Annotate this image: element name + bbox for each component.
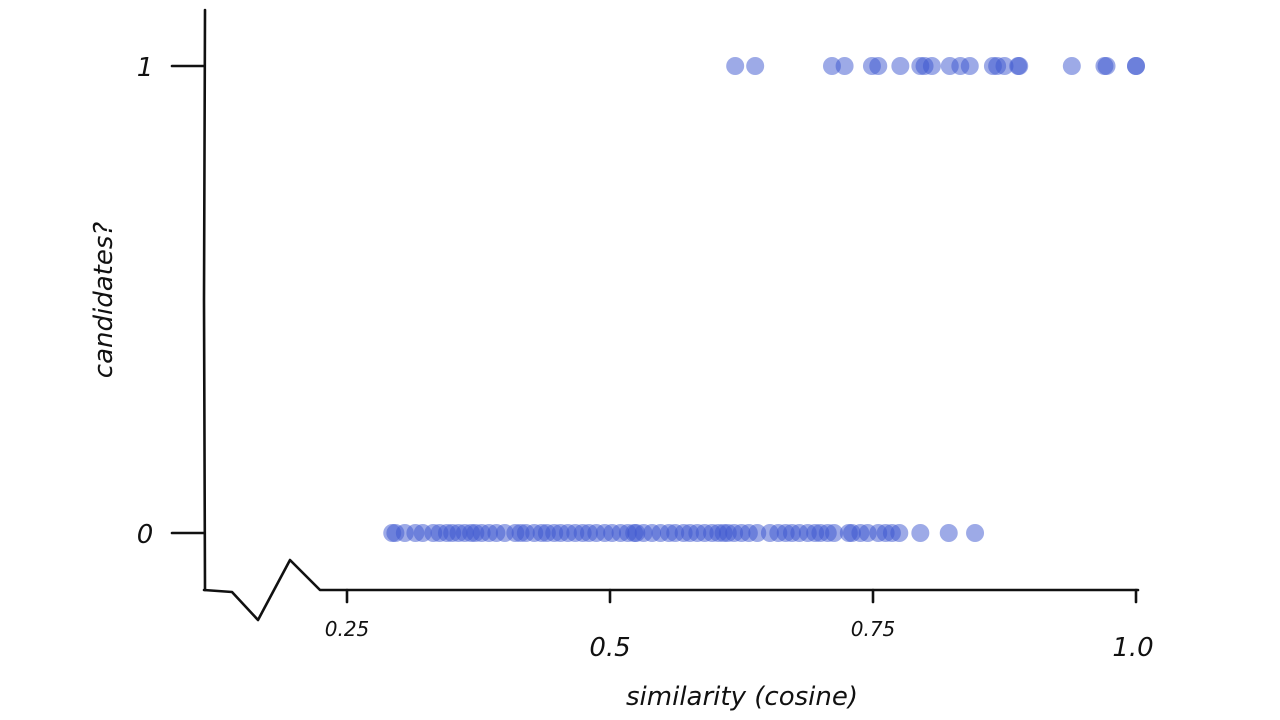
data-point (891, 57, 910, 75)
y-tick-label: 0 (137, 520, 154, 550)
data-point (726, 57, 745, 75)
x-axis-line (202, 558, 1140, 622)
x-tick-label: 1.0 (1112, 633, 1153, 663)
data-point (1062, 57, 1081, 75)
data-point (748, 524, 767, 542)
data-point (869, 57, 888, 75)
data-point (1097, 57, 1116, 75)
x-axis-label: similarity (cosine) (626, 682, 858, 712)
y-axis-line (202, 8, 207, 592)
data-point (1127, 57, 1145, 75)
y-tick-label: 1 (137, 53, 154, 83)
x-tick-label: 0.75 (851, 617, 896, 641)
data-point (939, 524, 958, 542)
data-point (1010, 57, 1029, 75)
ticks (170, 64, 1138, 604)
x-tick-label: 0.25 (325, 617, 370, 641)
data-point (966, 524, 985, 542)
data-point (911, 524, 930, 542)
data-point (746, 57, 765, 75)
data-point (922, 57, 941, 75)
data-point (835, 57, 854, 75)
x-tick-label: 0.5 (589, 633, 630, 663)
data-point (822, 57, 841, 75)
data-points (383, 57, 1145, 542)
data-point (960, 57, 979, 75)
y-axis-label: candidates? (89, 222, 119, 379)
data-point (825, 524, 844, 542)
data-point (890, 524, 909, 542)
data-point (995, 57, 1014, 75)
